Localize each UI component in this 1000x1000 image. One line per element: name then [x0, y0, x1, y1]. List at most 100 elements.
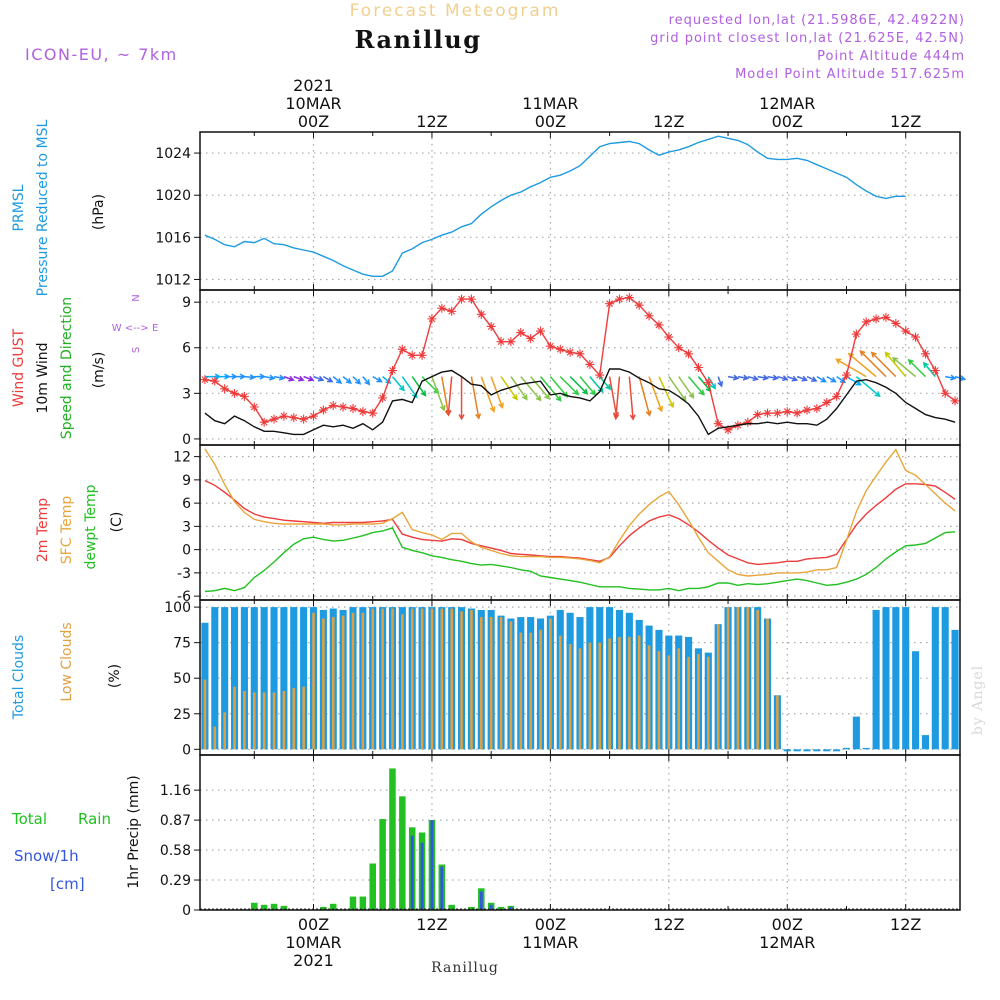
gust-marker — [230, 388, 240, 398]
model-altitude: Model Point Altitude 517.625m — [735, 67, 965, 82]
wind-arrow — [727, 374, 740, 381]
low-cloud-bar — [401, 614, 404, 750]
snow-label: Snow/1h — [14, 847, 79, 865]
wind-arrow — [847, 352, 877, 378]
wind-arrow — [796, 375, 809, 382]
cloud-labels: Total Clouds Low Clouds (%) — [11, 622, 123, 720]
cm-label: [cm] — [50, 875, 85, 893]
gust-marker — [871, 314, 881, 324]
pressure-label: Pressure Reduced to MSL — [35, 119, 51, 296]
gust-marker — [861, 317, 871, 327]
gust-marker — [407, 350, 417, 360]
gust-marker — [378, 393, 388, 403]
y-tick-label: 1024 — [155, 146, 191, 162]
temp-labels: 2m Temp SFC Temp dewpt Temp (C) — [35, 484, 125, 569]
wind-arrow — [835, 358, 867, 378]
low-cloud-bar — [361, 612, 365, 750]
wind-arrow — [549, 376, 569, 398]
wind-arrow — [293, 375, 305, 382]
wind-arrow — [510, 376, 528, 401]
panel-wind: 0 3 6 9 — [182, 289, 967, 448]
top-time-label: 12Z — [890, 112, 921, 131]
panel-frame — [199, 289, 961, 446]
rain-bar — [389, 768, 396, 910]
low-cloud-bar — [272, 692, 276, 750]
wind-arrow — [303, 375, 315, 382]
gust-marker — [565, 347, 575, 357]
gust-marker — [624, 293, 634, 303]
gust-marker — [753, 410, 763, 420]
low-cloud-bar — [578, 648, 582, 750]
gust-marker — [368, 408, 378, 418]
low-cloud-bar — [568, 644, 572, 750]
wind-arrow — [391, 376, 405, 392]
gust-marker — [782, 407, 792, 417]
wind-arrow — [777, 375, 789, 382]
snow-bar — [509, 906, 513, 910]
bottom-time-label: 00Z — [535, 915, 566, 934]
total-cloud-bar — [221, 607, 229, 750]
wind-arrow — [332, 376, 343, 385]
precip-labels: Total Rain Snow/1h [cm] 1hr Precip (mm) — [11, 775, 142, 893]
gust-marker — [881, 312, 891, 322]
watermark: by Angel — [970, 665, 986, 735]
total-cloud-bar — [290, 607, 298, 750]
gust-marker — [536, 326, 546, 336]
low-cloud-bar — [637, 635, 641, 750]
low-cloud-bar — [766, 618, 769, 750]
wind-arrow — [283, 375, 295, 382]
gust-marker — [920, 349, 930, 359]
low-cloud-bar — [667, 655, 671, 750]
gust-marker — [723, 425, 733, 435]
wind-arrow — [687, 376, 705, 396]
rain-bar — [270, 903, 278, 910]
gust-marker — [664, 332, 674, 342]
low-cloud-bar — [776, 695, 779, 750]
wind-arrow — [234, 373, 247, 380]
bottom-time-label: 12Z — [890, 915, 921, 934]
y-tick-label: 0 — [182, 742, 191, 758]
total-label: Total — [11, 810, 47, 828]
low-cloud-bar — [618, 636, 621, 750]
gust-marker — [812, 404, 822, 414]
wind-arrow — [737, 374, 750, 381]
temp-unit: (C) — [109, 512, 125, 533]
total-cloud-bar — [270, 607, 278, 750]
compass-n: N — [131, 294, 142, 301]
wind-arrow — [870, 351, 897, 378]
low-cloud-bar — [371, 608, 375, 750]
y-tick-label: 6 — [182, 496, 191, 512]
gust-marker — [693, 363, 703, 372]
snow-bar — [410, 835, 414, 910]
wind-arrow — [717, 376, 724, 388]
wind-arrow — [244, 374, 256, 381]
y-tick-label: 1016 — [155, 230, 191, 246]
precip-unit: 1hr Precip (mm) — [126, 775, 142, 888]
y-tick-label: 9 — [182, 473, 191, 489]
total-cloud-bar — [300, 607, 308, 750]
gust-marker — [427, 314, 437, 324]
gust-marker — [466, 294, 476, 304]
series-line-2m-temp — [204, 479, 956, 566]
wind-arrow — [372, 375, 383, 383]
wind-arrow — [907, 358, 926, 378]
gust-marker — [911, 332, 921, 342]
y-tick-label: 0.58 — [160, 843, 191, 859]
total-cloud-bar — [912, 651, 920, 750]
gust-marker — [447, 306, 457, 316]
pressure-labels: PRMSL Pressure Reduced to MSL (hPa) — [11, 119, 107, 296]
requested-coords: requested lon,lat (21.5986E, 42.4922N) — [669, 13, 965, 28]
gust-marker — [763, 408, 773, 418]
gust-marker — [703, 378, 713, 388]
total-cloud-bar — [921, 735, 930, 750]
low-cloud-bar — [410, 608, 414, 750]
gust-marker — [772, 408, 782, 418]
bottom-time-label: 11MAR — [522, 933, 578, 952]
gust-marker — [457, 294, 467, 304]
panel-precipitation: 0 0.29 0.58 0.87 1.16 — [160, 754, 961, 919]
low-cloud-bar — [588, 642, 592, 750]
gust-marker — [634, 300, 644, 310]
low-cloud-bar — [420, 608, 424, 750]
gust-marker — [644, 311, 654, 321]
wind-arrow — [806, 375, 818, 382]
